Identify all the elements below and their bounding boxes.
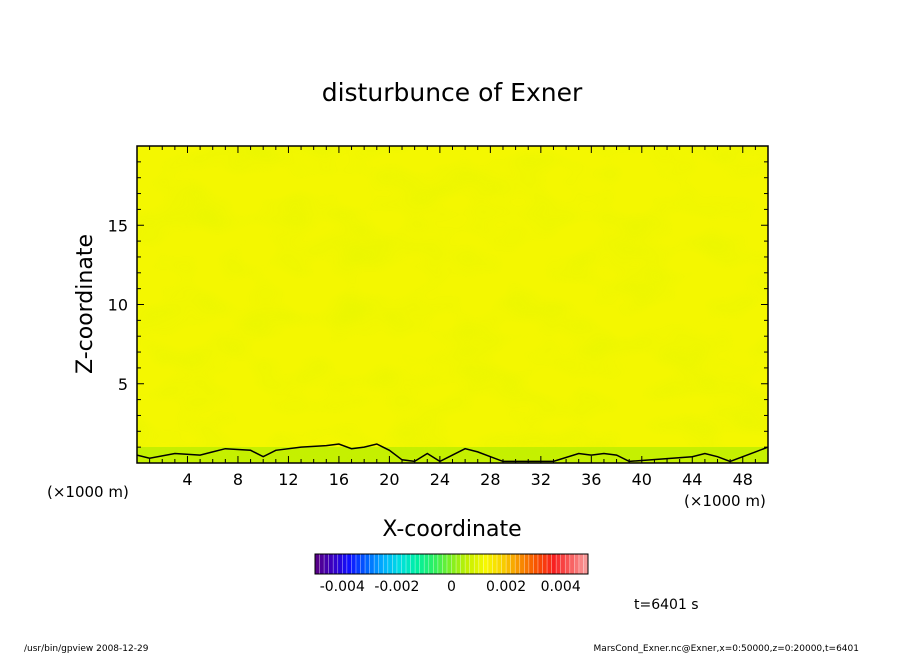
x-tick-label: 40 [632,470,652,489]
x-tick-label: 12 [278,470,298,489]
y-axis-label: Z-coordinate [73,234,98,374]
colorbar-cell [333,554,339,574]
colorbar-cell [510,554,516,574]
colorbar-cell [437,554,443,574]
x-tick-label: 36 [581,470,601,489]
colorbar-cell [392,554,398,574]
time-label: t=6401 s [634,597,699,613]
colorbar-cell [542,554,548,574]
footer-right: MarsCond_Exner.nc@Exner,x=0:50000,z=0:20… [594,644,859,654]
field-blotches [137,146,768,463]
x-tick-labels: 4 8 12 16 20 24 28 32 36 40 44 48 [182,470,753,489]
colorbar-cell [574,554,580,574]
x-tick-label: 32 [531,470,551,489]
colorbar-labels: -0.004 -0.002 0 0.002 0.004 [320,579,581,595]
colorbar-cell [456,554,461,574]
colorbar-cell [415,554,420,574]
colorbar-cell [342,554,348,574]
colorbar-cell [483,554,489,574]
x-unit-left: (×1000 m) [47,483,129,501]
colorbar-tick-label: -0.004 [320,579,365,595]
colorbar-cell [446,554,452,574]
colorbar-cell [351,554,357,574]
colorbar-cell [428,554,434,574]
colorbar-cell [374,554,379,574]
colorbar-cell [442,554,448,574]
x-unit-right: (×1000 m) [684,492,766,510]
colorbar-cell [451,554,457,574]
x-axis-label: X-coordinate [382,517,521,542]
x-tick-label: 4 [182,470,192,489]
colorbar-cell [501,554,507,574]
colorbar-cell [460,554,466,574]
colorbar-tick-label: 0.004 [541,579,581,595]
colorbar-cell [419,554,425,574]
colorbar-cell [315,554,320,574]
footer-left: /usr/bin/gpview 2008-12-29 [24,644,149,654]
colorbar-cells [314,554,589,574]
colorbar-cell [478,554,484,574]
y-tick-label: 5 [118,375,128,394]
colorbar-cell [465,554,470,574]
colorbar-cell [319,554,325,574]
colorbar-cell [551,554,557,574]
x-tick-label: 48 [733,470,753,489]
colorbar-cell [533,554,539,574]
chart-title: disturbunce of Exner [322,78,583,107]
colorbar-cell [492,554,498,574]
colorbar-tick-label: 0.002 [486,579,526,595]
x-tick-label: 44 [682,470,702,489]
colorbar-cell [528,554,534,574]
colorbar-cell [487,554,493,574]
colorbar-cell [547,554,552,574]
colorbar-cell [424,554,430,574]
x-tick-label: 28 [480,470,500,489]
axis-ticks [137,146,768,463]
x-tick-label: 20 [379,470,399,489]
plot-area [136,145,769,464]
colorbar-cell [506,554,511,574]
colorbar-tick-label: -0.002 [374,579,419,595]
colorbar-frame [314,553,589,575]
colorbar-cell [537,554,543,574]
y-tick-labels: 5 10 15 [108,216,128,394]
colorbar-cell [524,554,530,574]
y-tick-label: 15 [108,216,128,235]
colorbar-cell [360,554,366,574]
colorbar-cell [324,554,329,574]
colorbar-cell [469,554,475,574]
colorbar-cell [337,554,343,574]
colorbar-tick-label: 0 [447,579,456,595]
colorbar-cell [328,554,334,574]
colorbar-cell [387,554,393,574]
colorbar-cell [406,554,411,574]
colorbar-cell [365,554,370,574]
colorbar-cell [583,554,589,574]
colorbar-cell [569,554,575,574]
x-tick-label: 24 [430,470,450,489]
colorbar-cell [556,554,561,574]
colorbar-cell [497,554,502,574]
x-tick-label: 8 [233,470,243,489]
colorbar-cell [378,554,384,574]
colorbar-cell [383,554,389,574]
colorbar-cell [410,554,416,574]
y-tick-label: 10 [108,296,128,315]
colorbar-cell [565,554,571,574]
x-tick-label: 16 [329,470,349,489]
colorbar-cell [401,554,407,574]
colorbar-cell [515,554,521,574]
colorbar-cell [519,554,525,574]
colorbar-cell [474,554,480,574]
colorbar-cell [560,554,566,574]
colorbar-cell [433,554,439,574]
colorbar: -0.004 -0.002 0 0.002 0.004 [314,553,589,595]
colorbar-cell [346,554,352,574]
colorbar-cell [369,554,375,574]
colorbar-cell [355,554,361,574]
colorbar-cell [396,554,402,574]
colorbar-cell [578,554,584,574]
